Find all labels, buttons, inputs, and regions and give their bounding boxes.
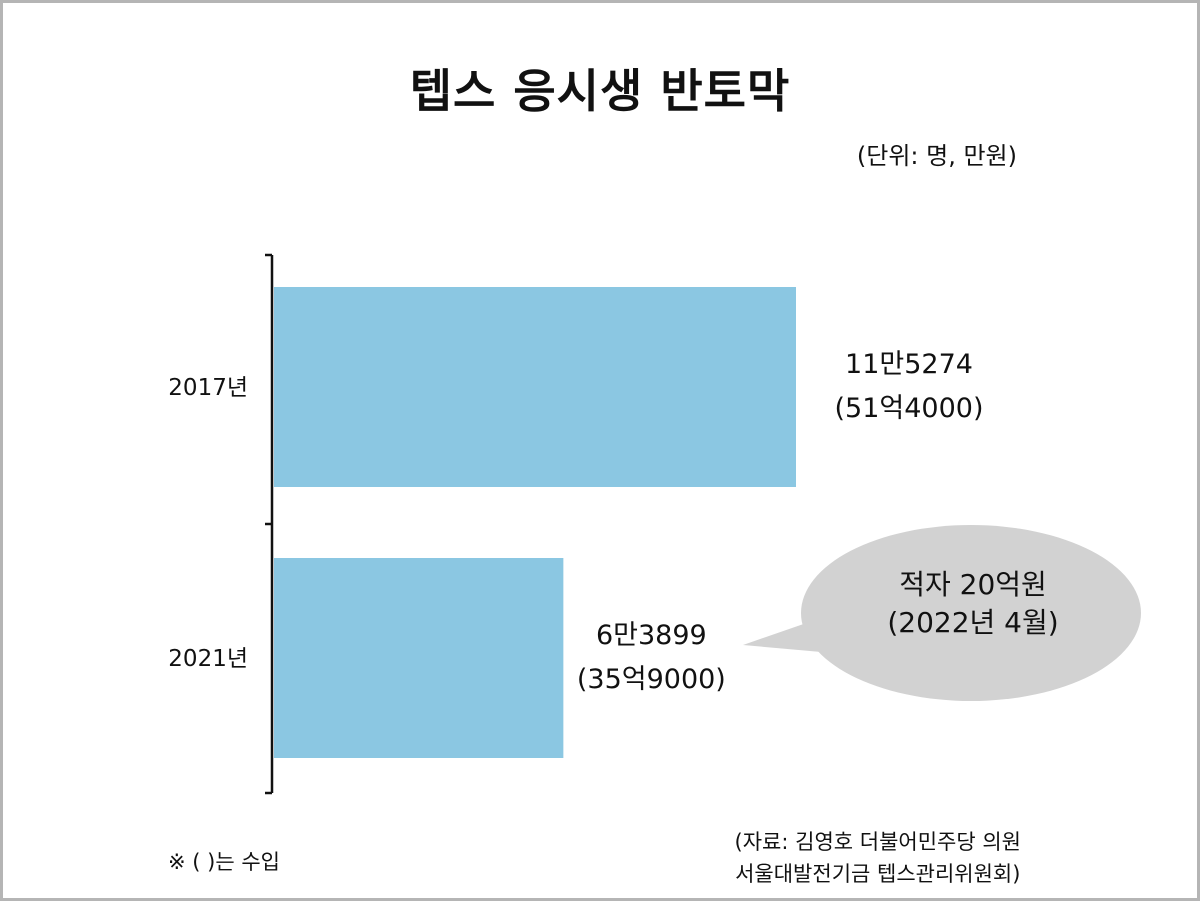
- callout-line-1: 적자 20억원: [899, 568, 1047, 601]
- revenue-label: (51억4000): [835, 393, 984, 424]
- callout-line-2: (2022년 4월): [887, 606, 1059, 639]
- source-line-2: 서울대발전기금 텝스관리위원회): [735, 862, 1021, 886]
- category-label: 2021년: [168, 646, 248, 672]
- source-line-1: (자료: 김영호 더불어민주당 의원: [734, 830, 1021, 854]
- category-label: 2017년: [168, 375, 248, 401]
- callout-text: 적자 20억원 (2022년 4월): [863, 566, 1083, 642]
- footnote: ※ ( )는 수입: [168, 850, 280, 874]
- value-label: 6만3899: [596, 620, 707, 651]
- bar-chart: 2017년 11만5274 (51억4000) 2021년 6만3899 (35억9000…: [168, 253, 1141, 795]
- value-label: 11만5274: [845, 349, 973, 380]
- bar-2017년: [274, 287, 796, 487]
- bar-2021년: [274, 558, 564, 758]
- callout-bubble: [801, 525, 1141, 701]
- unit-note: (단위: 명, 만원): [856, 142, 1017, 170]
- source-note: (자료: 김영호 더불어민주당 의원 서울대발전기금 텝스관리위원회): [735, 826, 1021, 890]
- revenue-label: (35억9000): [577, 664, 726, 695]
- chart-title: 텝스 응시생 반토막: [409, 64, 791, 118]
